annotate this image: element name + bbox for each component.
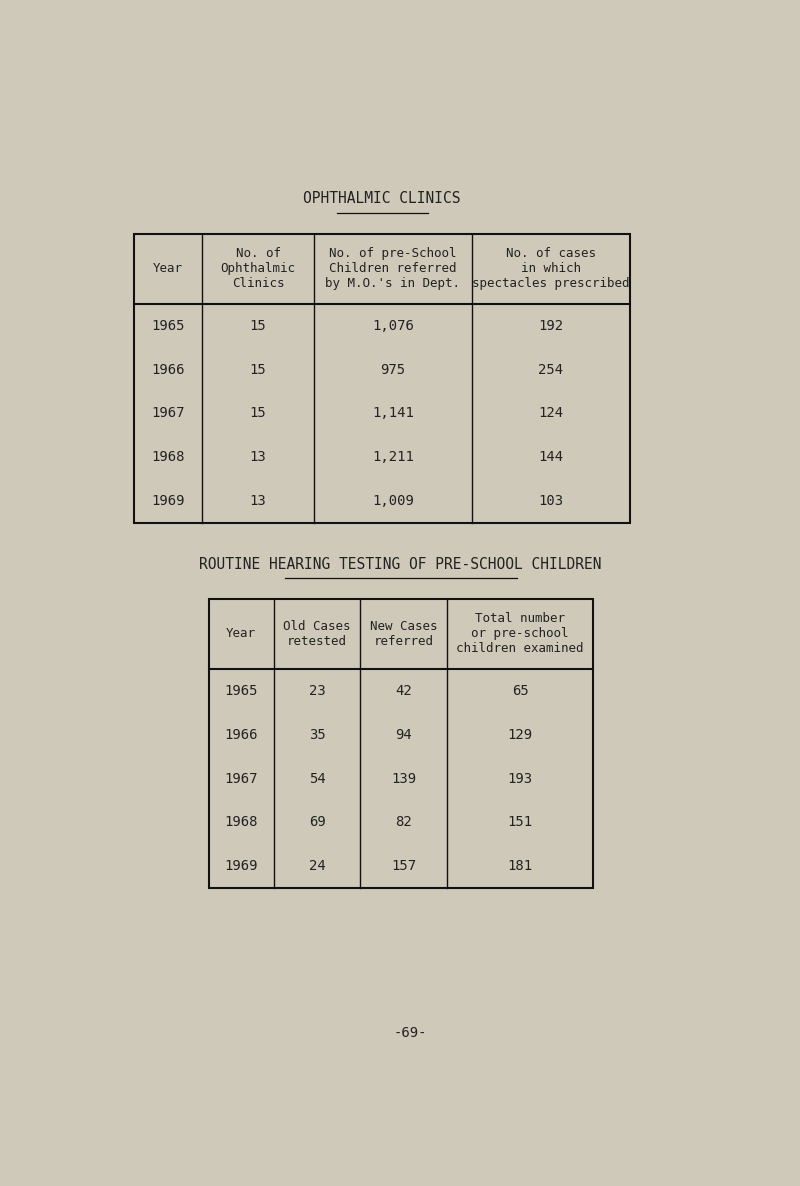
Text: ROUTINE HEARING TESTING OF PRE-SCHOOL CHILDREN: ROUTINE HEARING TESTING OF PRE-SCHOOL CH… xyxy=(199,556,602,572)
Text: 157: 157 xyxy=(391,860,416,873)
Text: 13: 13 xyxy=(250,451,266,464)
Text: New Cases
referred: New Cases referred xyxy=(370,620,438,648)
Text: 1969: 1969 xyxy=(151,495,185,508)
Text: 1968: 1968 xyxy=(224,816,258,829)
Text: 181: 181 xyxy=(507,860,533,873)
Text: Year: Year xyxy=(154,262,183,275)
Text: 975: 975 xyxy=(380,363,406,376)
Text: 1,009: 1,009 xyxy=(372,495,414,508)
Text: 1,211: 1,211 xyxy=(372,451,414,464)
Text: 1,076: 1,076 xyxy=(372,319,414,333)
Text: 82: 82 xyxy=(395,816,412,829)
Text: 1969: 1969 xyxy=(224,860,258,873)
Text: 1965: 1965 xyxy=(151,319,185,333)
Text: 15: 15 xyxy=(250,319,266,333)
Text: OPHTHALMIC CLINICS: OPHTHALMIC CLINICS xyxy=(303,191,461,206)
Text: Old Cases
retested: Old Cases retested xyxy=(283,620,350,648)
Text: 192: 192 xyxy=(538,319,564,333)
Text: 129: 129 xyxy=(507,728,533,741)
Text: 15: 15 xyxy=(250,363,266,376)
Bar xyxy=(134,234,630,523)
Text: 24: 24 xyxy=(309,860,326,873)
Text: 103: 103 xyxy=(538,495,564,508)
Text: 65: 65 xyxy=(512,684,529,699)
Text: 254: 254 xyxy=(538,363,564,376)
Text: 1966: 1966 xyxy=(224,728,258,741)
Text: 1967: 1967 xyxy=(224,772,258,785)
Text: 23: 23 xyxy=(309,684,326,699)
Text: 193: 193 xyxy=(507,772,533,785)
Bar xyxy=(209,599,593,888)
Text: 42: 42 xyxy=(395,684,412,699)
Text: 124: 124 xyxy=(538,407,564,420)
Text: Total number
or pre-school
children examined: Total number or pre-school children exam… xyxy=(456,612,584,656)
Text: No. of
Ophthalmic
Clinics: No. of Ophthalmic Clinics xyxy=(221,247,296,291)
Text: 94: 94 xyxy=(395,728,412,741)
Text: 139: 139 xyxy=(391,772,416,785)
Text: 54: 54 xyxy=(309,772,326,785)
Text: 1966: 1966 xyxy=(151,363,185,376)
Text: 35: 35 xyxy=(309,728,326,741)
Text: 1,141: 1,141 xyxy=(372,407,414,420)
Text: 1968: 1968 xyxy=(151,451,185,464)
Text: No. of cases
in which
spectacles prescribed: No. of cases in which spectacles prescri… xyxy=(472,247,630,291)
Text: 13: 13 xyxy=(250,495,266,508)
Text: 1967: 1967 xyxy=(151,407,185,420)
Text: 144: 144 xyxy=(538,451,564,464)
Text: No. of pre-School
Children referred
by M.O.'s in Dept.: No. of pre-School Children referred by M… xyxy=(326,247,461,291)
Text: 151: 151 xyxy=(507,816,533,829)
Text: 69: 69 xyxy=(309,816,326,829)
Text: 15: 15 xyxy=(250,407,266,420)
Text: 1965: 1965 xyxy=(224,684,258,699)
Text: -69-: -69- xyxy=(394,1026,426,1040)
Text: Year: Year xyxy=(226,627,256,640)
